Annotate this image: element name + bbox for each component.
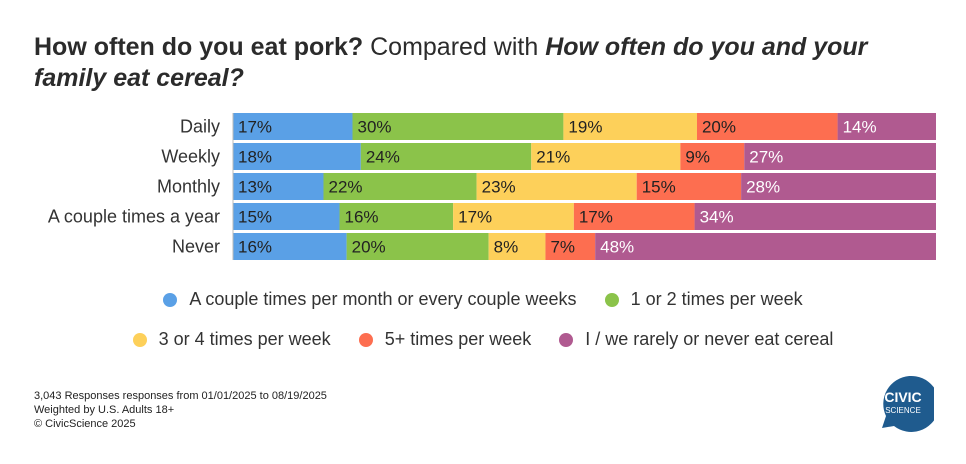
bar-data-label: 23%	[482, 178, 516, 197]
bar-data-label: 17%	[579, 208, 613, 227]
bar-data-label: 20%	[702, 118, 736, 137]
legend-label: I / we rarely or never eat cereal	[585, 329, 834, 349]
legend-swatch	[132, 332, 147, 347]
bar-data-label: 20%	[352, 238, 386, 257]
bar-segment	[346, 233, 489, 260]
legend-swatch	[604, 292, 619, 307]
title-connector: Compared with	[363, 33, 546, 61]
bar-segment	[696, 113, 838, 140]
bar-data-label: 9%	[685, 148, 710, 167]
bar-data-label: 19%	[568, 118, 602, 137]
category-label: Never	[172, 237, 220, 257]
bar-segment	[233, 233, 347, 260]
bar-segment	[476, 173, 637, 200]
bar-segment	[573, 203, 695, 230]
category-label: Daily	[180, 117, 220, 137]
legend-item: 1 or 2 times per week	[604, 289, 803, 310]
title-question-pork: How often do you eat pork?	[34, 33, 364, 61]
legend-label: 5+ times per week	[384, 329, 532, 349]
civicscience-logo: CIVIC SCIENCE	[882, 375, 934, 432]
bar-segment	[233, 113, 353, 140]
legend-item: 5+ times per week	[358, 329, 532, 350]
legend-label: A couple times per month or every couple…	[189, 289, 577, 309]
bar-data-label: 15%	[238, 208, 272, 227]
bar-data-label: 18%	[238, 148, 272, 167]
legend-row-1: A couple times per month or every couple…	[0, 289, 966, 310]
bar-data-label: 7%	[550, 238, 575, 257]
logo-text-civic: CIVIC	[884, 389, 921, 405]
bar-segment	[744, 143, 936, 170]
category-label: A couple times a year	[48, 207, 220, 227]
bar-data-label: 15%	[642, 178, 676, 197]
bar-data-label: 14%	[843, 118, 877, 137]
bar-segment	[233, 143, 361, 170]
stacked-bar-chart: Daily 17% 30% 19% 20% 14% Weekly 18% 24% 21% 9% 27%…	[48, 113, 936, 260]
logo-text-science: SCIENCE	[885, 406, 921, 415]
bar-segment	[694, 203, 936, 230]
category-label: Monthly	[157, 177, 220, 197]
bar-segment	[453, 203, 574, 230]
logo-speech-bubble	[882, 375, 934, 432]
footnote-copyright: © CivicScience 2025	[34, 418, 136, 430]
bar-data-label: 30%	[358, 118, 392, 137]
bar-segment	[563, 113, 697, 140]
footnote-responses: 3,043 Responses responses from 01/01/202…	[34, 390, 327, 402]
legend-item: I / we rarely or never eat cereal	[559, 329, 833, 350]
chart-title: How often do you eat pork? Compared with…	[34, 32, 934, 94]
bar-data-label: 24%	[366, 148, 400, 167]
legend-swatch	[358, 332, 373, 347]
legend-item: A couple times per month or every couple…	[163, 289, 577, 310]
bar-segment	[233, 203, 340, 230]
bar-data-label: 21%	[536, 148, 570, 167]
bar-segment	[545, 233, 596, 260]
bar-data-label: 27%	[749, 148, 783, 167]
footnote-weighting: Weighted by U.S. Adults 18+	[34, 404, 175, 416]
bar-data-label: 17%	[238, 118, 272, 137]
bar-data-label: 16%	[238, 238, 272, 257]
bar-segment	[233, 173, 324, 200]
bar-segment	[741, 173, 936, 200]
bar-segment	[837, 113, 936, 140]
legend-label: 3 or 4 times per week	[158, 329, 331, 349]
bar-data-label: 13%	[238, 178, 272, 197]
bar-data-label: 8%	[494, 238, 519, 257]
bar-segment	[595, 233, 936, 260]
bar-segment	[339, 203, 454, 230]
bar-data-label: 22%	[328, 178, 362, 197]
bar-data-label: 34%	[700, 208, 734, 227]
legend-swatch	[559, 332, 574, 347]
bar-data-label: 17%	[458, 208, 492, 227]
legend-swatch	[163, 292, 178, 307]
bar-data-label: 16%	[345, 208, 379, 227]
bar-segment	[680, 143, 745, 170]
bar-segment	[360, 143, 532, 170]
bar-segment	[636, 173, 742, 200]
title-question-cereal: How often do you and your family eat cer…	[34, 33, 868, 92]
bar-segment	[488, 233, 546, 260]
bar-data-label: 28%	[746, 178, 780, 197]
bar-segment	[352, 113, 564, 140]
bar-segment	[531, 143, 681, 170]
bar-data-label: 48%	[600, 238, 634, 257]
category-label: Weekly	[161, 147, 220, 167]
bar-segment	[323, 173, 477, 200]
legend-row-2: 3 or 4 times per week 5+ times per week I …	[0, 329, 966, 350]
legend-item: 3 or 4 times per week	[132, 329, 331, 350]
legend-label: 1 or 2 times per week	[630, 289, 803, 309]
